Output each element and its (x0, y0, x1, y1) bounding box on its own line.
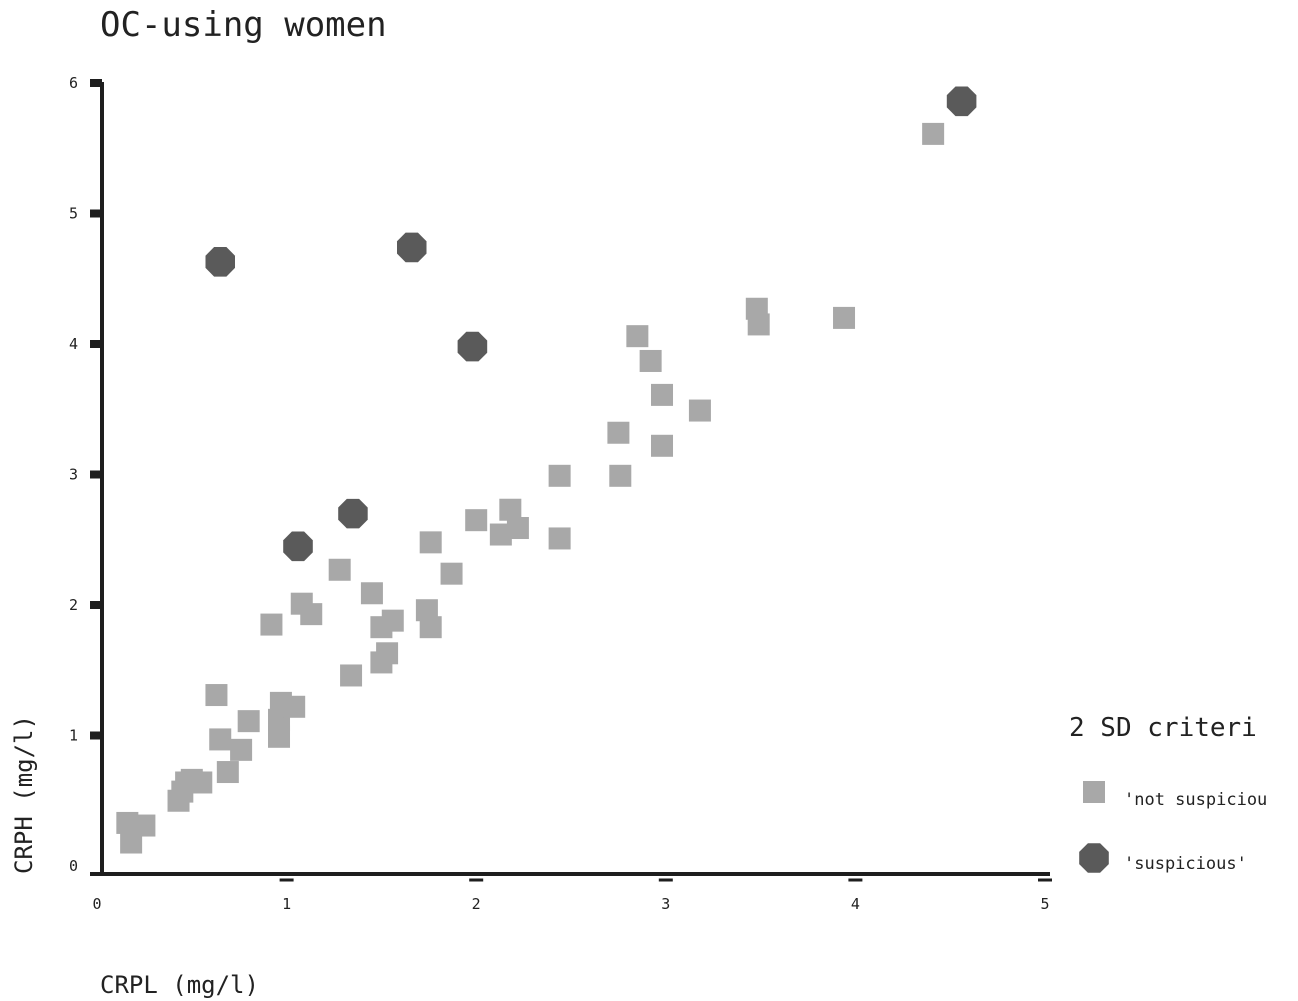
y-tick-label: 4 (69, 335, 78, 353)
x-tick-label: 0 (92, 895, 101, 913)
point-suspicious (338, 499, 368, 529)
legend-label-suspicious: 'suspicious' (1124, 854, 1247, 874)
legend-title: 2 SD criteri (1069, 713, 1257, 743)
point-suspicious (458, 332, 488, 362)
point-not-suspicious (217, 761, 239, 783)
y-tick-label: 1 (69, 727, 78, 745)
point-not-suspicious (361, 582, 383, 604)
chart-title: OC-using women (100, 5, 387, 45)
y-tick-mark (90, 340, 102, 348)
y-tick-mark (90, 601, 102, 609)
y-ticks: 0 1 2 3 4 5 6 (69, 74, 102, 875)
point-not-suspicious (230, 739, 252, 761)
point-not-suspicious (420, 531, 442, 553)
legend-marker-suspicious (1079, 843, 1109, 873)
point-suspicious (397, 233, 427, 263)
point-not-suspicious (689, 400, 711, 422)
y-tick-mark (90, 79, 102, 87)
point-not-suspicious (607, 422, 629, 444)
y-tick-label: 3 (69, 466, 78, 484)
point-not-suspicious (420, 616, 442, 638)
x-tick-label: 4 (851, 895, 860, 913)
y-axis-title: CRPH (mg/l) (10, 715, 38, 874)
point-not-suspicious (300, 603, 322, 625)
point-not-suspicious (133, 815, 155, 837)
point-not-suspicious (340, 664, 362, 686)
point-not-suspicious (283, 696, 305, 718)
point-suspicious (206, 247, 236, 277)
y-tick-label: 0 (69, 857, 78, 875)
point-not-suspicious (190, 771, 212, 793)
legend-marker-not-suspicious (1083, 781, 1105, 803)
point-not-suspicious (465, 509, 487, 531)
point-not-suspicious (441, 563, 463, 585)
y-tick-mark (90, 732, 102, 740)
point-not-suspicious (209, 728, 231, 750)
y-tick-label: 2 (69, 596, 78, 614)
point-not-suspicious (382, 610, 404, 632)
legend: 2 SD criteri 'not suspiciou 'suspicious' (1069, 713, 1267, 874)
x-tick-label: 3 (661, 895, 670, 913)
point-not-suspicious (205, 684, 227, 706)
point-not-suspicious (922, 123, 944, 145)
point-not-suspicious (651, 384, 673, 406)
point-not-suspicious (549, 527, 571, 549)
x-tick-label: 1 (282, 895, 291, 913)
y-tick-mark (90, 471, 102, 479)
legend-label-not-suspicious: 'not suspiciou (1124, 790, 1267, 810)
point-not-suspicious (651, 435, 673, 457)
x-tick-label: 5 (1040, 895, 1049, 913)
point-not-suspicious (329, 559, 351, 581)
point-suspicious (947, 87, 977, 117)
point-not-suspicious (507, 517, 529, 539)
y-tick-label: 5 (69, 205, 78, 223)
point-not-suspicious (626, 325, 648, 347)
point-not-suspicious (748, 313, 770, 335)
point-not-suspicious (833, 307, 855, 329)
x-ticks: 0 1 2 3 4 5 (92, 880, 1052, 913)
y-tick-mark (90, 210, 102, 218)
x-axis-title: CRPL (mg/l) (100, 971, 259, 999)
data-points (116, 87, 976, 854)
point-not-suspicious (238, 710, 260, 732)
point-not-suspicious (549, 465, 571, 487)
point-not-suspicious (376, 642, 398, 664)
x-tick-label: 2 (472, 895, 481, 913)
y-tick-label: 6 (69, 74, 78, 92)
point-not-suspicious (260, 614, 282, 636)
point-not-suspicious (609, 465, 631, 487)
point-suspicious (283, 532, 313, 562)
point-not-suspicious (640, 350, 662, 372)
